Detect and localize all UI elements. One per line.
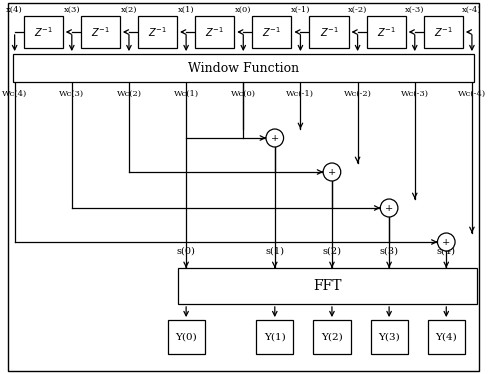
Bar: [195, 16, 234, 48]
Bar: [178, 268, 477, 304]
Text: +: +: [442, 237, 450, 246]
Text: Wc(3): Wc(3): [59, 90, 84, 98]
Bar: [309, 16, 348, 48]
Text: +: +: [328, 168, 336, 177]
Text: $Z^{-1}$: $Z^{-1}$: [377, 25, 396, 39]
Text: $Z^{-1}$: $Z^{-1}$: [205, 25, 224, 39]
Bar: [24, 16, 63, 48]
Bar: [256, 320, 293, 354]
Text: s(1): s(1): [265, 247, 285, 256]
Text: x(3): x(3): [63, 6, 80, 14]
Bar: [167, 320, 204, 354]
Text: $Z^{-1}$: $Z^{-1}$: [91, 25, 110, 39]
Text: FFT: FFT: [313, 279, 342, 293]
Text: Wc(0): Wc(0): [231, 90, 256, 98]
Bar: [138, 16, 177, 48]
Text: x(4): x(4): [6, 6, 23, 14]
Text: Y(0): Y(0): [175, 332, 197, 341]
Text: Y(1): Y(1): [264, 332, 285, 341]
Text: Y(3): Y(3): [378, 332, 400, 341]
Text: Window Function: Window Function: [188, 61, 299, 74]
Text: x(-2): x(-2): [348, 6, 367, 14]
Circle shape: [323, 163, 341, 181]
Bar: [81, 16, 120, 48]
Text: $Z^{-1}$: $Z^{-1}$: [320, 25, 339, 39]
Text: +: +: [271, 134, 279, 142]
Text: x(-4): x(-4): [462, 6, 482, 14]
Text: Wc(-3): Wc(-3): [401, 90, 429, 98]
Text: +: +: [385, 203, 393, 212]
Text: Wc(-2): Wc(-2): [344, 90, 371, 98]
Bar: [424, 16, 463, 48]
Text: $Z^{-1}$: $Z^{-1}$: [263, 25, 282, 39]
Text: x(2): x(2): [121, 6, 137, 14]
Bar: [366, 16, 406, 48]
Text: Wc(-1): Wc(-1): [286, 90, 314, 98]
Text: Y(2): Y(2): [321, 332, 343, 341]
Text: x(-3): x(-3): [405, 6, 425, 14]
Text: $Z^{-1}$: $Z^{-1}$: [148, 25, 167, 39]
Bar: [252, 16, 291, 48]
Text: Wc(1): Wc(1): [174, 90, 199, 98]
Text: x(1): x(1): [178, 6, 194, 14]
Bar: [313, 320, 350, 354]
Text: Y(4): Y(4): [435, 332, 457, 341]
Circle shape: [380, 199, 398, 217]
Text: s(4): s(4): [437, 247, 456, 256]
Text: Wc(2): Wc(2): [117, 90, 142, 98]
Circle shape: [437, 233, 455, 251]
Text: s(0): s(0): [177, 247, 196, 256]
Text: x(-1): x(-1): [291, 6, 310, 14]
Text: s(2): s(2): [323, 247, 342, 256]
Text: Wc(4): Wc(4): [2, 90, 27, 98]
Bar: [13, 54, 474, 82]
Bar: [370, 320, 407, 354]
Text: x(0): x(0): [235, 6, 251, 14]
Text: $Z^{-1}$: $Z^{-1}$: [434, 25, 453, 39]
Circle shape: [266, 129, 284, 147]
Bar: [427, 320, 465, 354]
Text: Wc(-4): Wc(-4): [458, 90, 486, 98]
Text: s(3): s(3): [380, 247, 399, 256]
Text: $Z^{-1}$: $Z^{-1}$: [34, 25, 53, 39]
